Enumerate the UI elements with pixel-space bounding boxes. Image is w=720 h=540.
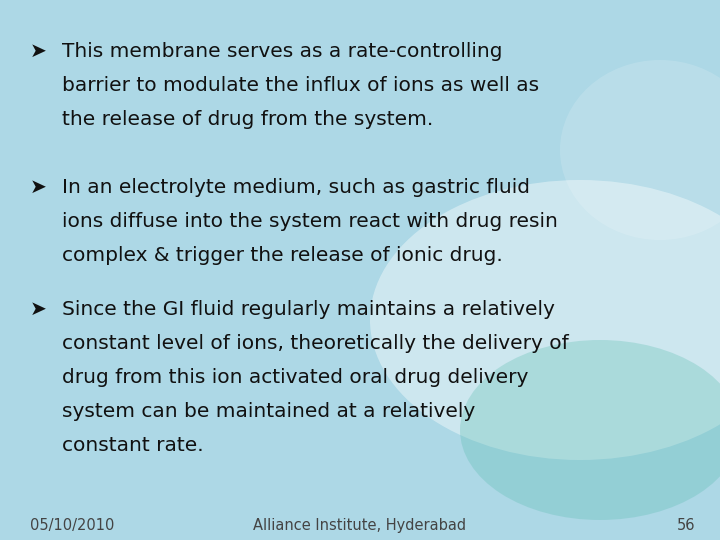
Text: complex & trigger the release of ionic drug.: complex & trigger the release of ionic d… <box>62 246 503 265</box>
Ellipse shape <box>460 340 720 520</box>
Text: system can be maintained at a relatively: system can be maintained at a relatively <box>62 402 475 421</box>
Text: Alliance Institute, Hyderabad: Alliance Institute, Hyderabad <box>253 518 467 533</box>
Text: 05/10/2010: 05/10/2010 <box>30 518 114 533</box>
Text: ➤: ➤ <box>30 178 47 197</box>
Text: constant rate.: constant rate. <box>62 436 204 455</box>
Ellipse shape <box>560 60 720 240</box>
Text: drug from this ion activated oral drug delivery: drug from this ion activated oral drug d… <box>62 368 528 387</box>
Text: Since the GI fluid regularly maintains a relatively: Since the GI fluid regularly maintains a… <box>62 300 555 319</box>
Text: This membrane serves as a rate-controlling: This membrane serves as a rate-controlli… <box>62 42 503 61</box>
Text: barrier to modulate the influx of ions as well as: barrier to modulate the influx of ions a… <box>62 76 539 95</box>
Text: ➤: ➤ <box>30 42 47 61</box>
Text: ions diffuse into the system react with drug resin: ions diffuse into the system react with … <box>62 212 558 231</box>
Ellipse shape <box>370 180 720 460</box>
Text: ➤: ➤ <box>30 300 47 319</box>
Text: In an electrolyte medium, such as gastric fluid: In an electrolyte medium, such as gastri… <box>62 178 530 197</box>
Text: 56: 56 <box>677 518 695 533</box>
Text: the release of drug from the system.: the release of drug from the system. <box>62 110 433 129</box>
Text: constant level of ions, theoretically the delivery of: constant level of ions, theoretically th… <box>62 334 569 353</box>
